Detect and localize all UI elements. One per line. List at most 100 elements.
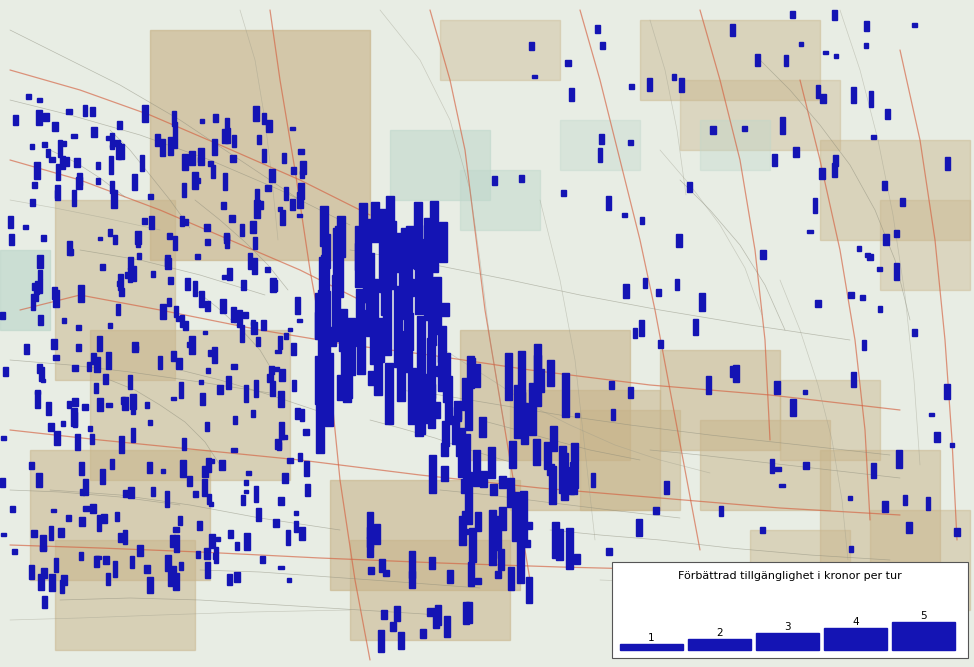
Bar (142, 218, 147, 223)
Bar (399, 245, 407, 307)
Bar (180, 216, 184, 226)
Bar (173, 528, 179, 532)
Bar (379, 560, 386, 572)
Bar (202, 466, 207, 477)
Bar (380, 209, 388, 292)
Bar (390, 622, 396, 631)
Bar (521, 404, 529, 444)
Bar (66, 515, 71, 522)
Bar (145, 402, 149, 408)
Bar (406, 226, 414, 268)
Bar (83, 506, 89, 511)
Bar (234, 572, 240, 582)
Bar (824, 628, 886, 650)
Bar (297, 319, 302, 322)
Bar (934, 432, 940, 442)
Bar (415, 239, 423, 314)
Bar (30, 293, 34, 310)
Bar (383, 283, 392, 354)
Bar (366, 253, 374, 314)
Bar (356, 289, 364, 346)
Bar (172, 111, 176, 126)
Bar (199, 380, 203, 384)
Bar (465, 384, 472, 430)
Bar (206, 458, 211, 472)
Bar (126, 272, 131, 278)
Bar (394, 239, 402, 254)
Bar (35, 281, 39, 294)
Bar (34, 162, 40, 179)
Bar (288, 327, 292, 331)
Bar (8, 216, 13, 227)
Bar (656, 289, 661, 296)
Bar (490, 484, 497, 495)
Bar (41, 235, 46, 241)
Bar (241, 224, 244, 235)
Bar (832, 163, 837, 177)
Bar (658, 340, 663, 348)
Bar (106, 137, 111, 139)
Bar (473, 450, 480, 486)
Bar (383, 570, 389, 576)
Bar (461, 479, 468, 493)
Bar (510, 390, 660, 510)
Bar (198, 521, 203, 530)
Bar (493, 176, 498, 185)
Bar (262, 149, 266, 163)
Bar (688, 639, 751, 650)
Bar (205, 301, 209, 311)
Bar (11, 506, 16, 512)
Bar (60, 421, 64, 426)
Bar (135, 231, 141, 244)
Bar (409, 550, 415, 578)
Bar (894, 263, 899, 280)
Bar (165, 258, 170, 269)
Bar (217, 385, 223, 394)
Bar (675, 596, 681, 613)
Bar (94, 383, 98, 393)
Bar (80, 489, 84, 495)
Bar (298, 183, 304, 199)
Bar (820, 140, 970, 240)
Bar (230, 155, 237, 162)
Bar (408, 571, 415, 588)
Bar (31, 530, 37, 536)
Bar (870, 510, 970, 610)
Bar (877, 267, 882, 271)
Bar (599, 133, 605, 143)
Bar (97, 516, 101, 531)
Bar (518, 392, 525, 424)
Bar (859, 295, 865, 300)
Bar (245, 471, 251, 475)
Bar (424, 217, 431, 246)
Bar (170, 351, 175, 361)
Bar (414, 202, 422, 269)
Bar (91, 107, 95, 116)
Bar (97, 398, 103, 411)
Bar (118, 144, 124, 159)
Bar (262, 113, 266, 124)
Bar (40, 534, 46, 551)
Bar (952, 619, 955, 635)
Bar (561, 453, 568, 500)
Bar (278, 497, 283, 505)
Bar (395, 233, 403, 272)
Bar (241, 279, 245, 290)
Bar (83, 479, 88, 495)
Bar (46, 149, 50, 157)
Bar (404, 351, 413, 372)
Bar (182, 219, 188, 225)
Bar (454, 408, 461, 421)
Bar (430, 201, 437, 272)
Bar (128, 492, 131, 496)
Bar (552, 522, 559, 558)
Bar (547, 360, 554, 386)
Bar (118, 532, 123, 542)
Bar (92, 354, 96, 364)
Bar (55, 540, 195, 650)
Bar (222, 129, 228, 143)
Bar (732, 366, 738, 382)
Bar (278, 207, 281, 211)
Bar (865, 21, 870, 31)
Bar (474, 578, 480, 584)
